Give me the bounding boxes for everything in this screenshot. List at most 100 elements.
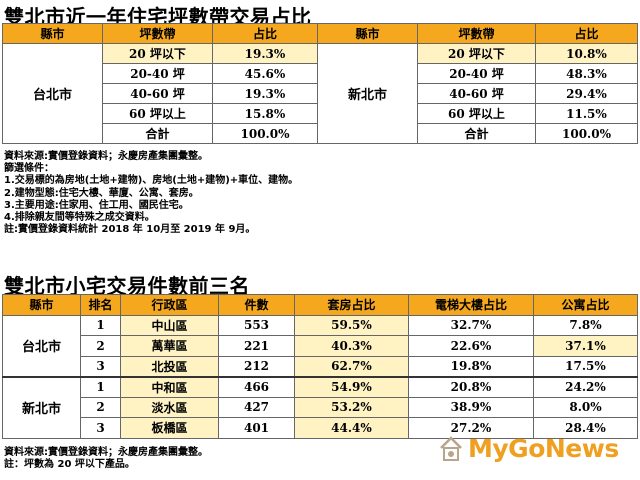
district-cell: 淡水區: [120, 396, 219, 418]
note-line: 註：坪數為 20 坪以下產品。: [4, 459, 135, 471]
apartment-share-cell: 7.8%: [533, 314, 638, 336]
header-suite-share: 套房占比: [294, 294, 409, 316]
header-elevator-share: 電梯大樓占比: [408, 294, 534, 316]
city-new-taipei: 新北市: [317, 43, 418, 144]
share-cell: 15.8%: [212, 103, 318, 124]
total-share: 100.0%: [212, 123, 318, 144]
table-row: 新北市 1 中和區 466 54.9% 20.8% 24.2%: [2, 375, 638, 439]
table-row: 2 萬華區 221 40.3% 22.6% 37.1%: [3, 335, 638, 357]
table-row: 60 坪以上 15.8% 60 坪以上 11.5%: [3, 103, 638, 124]
share-cell: 19.3%: [212, 83, 318, 104]
note-line: 2.建物型態:住宅大樓、華廈、公寓、套房。: [4, 187, 199, 199]
district-cell: 板橋區: [120, 417, 219, 439]
small-unit-ranking-table: 縣市 排名 行政區 件數 套房占比 電梯大樓占比 公寓占比 台北市 1 中山區 …: [2, 294, 638, 439]
suite-share-cell: 59.5%: [294, 314, 409, 336]
header-city: 縣市: [2, 294, 81, 316]
count-cell: 212: [218, 355, 295, 377]
share-cell: 29.4%: [535, 83, 638, 104]
apartment-share-cell: 17.5%: [533, 355, 638, 377]
band-cell: 40-60 坪: [102, 83, 213, 104]
table-row: 台北市 1 中山區 553 59.5% 32.7% 7.8%: [2, 314, 638, 377]
elevator-share-cell: 32.7%: [408, 314, 534, 336]
table-header-row: 縣市 排名 行政區 件數 套房占比 電梯大樓占比 公寓占比: [2, 294, 638, 316]
share-cell: 45.6%: [212, 63, 318, 84]
header-band: 坪數帶: [417, 23, 536, 44]
band-cell: 20-40 坪: [102, 63, 213, 84]
elevator-share-cell: 38.9%: [408, 396, 534, 418]
count-cell: 427: [218, 396, 295, 418]
table-header-row: 縣市 坪數帶 占比 縣市 坪數帶 占比: [2, 23, 638, 44]
table-row: 40-60 坪 19.3% 40-60 坪 29.4%: [3, 83, 638, 104]
rank-cell: 1: [80, 314, 121, 336]
share-cell: 48.3%: [535, 63, 638, 84]
apartment-share-cell: 28.4%: [533, 417, 638, 439]
suite-share-cell: 53.2%: [294, 396, 409, 418]
rank-cell: 2: [80, 335, 121, 357]
apartment-share-cell: 8.0%: [533, 396, 638, 418]
suite-share-cell: 44.4%: [294, 417, 409, 439]
note-line: 3.主要用途:住家用、住工用、國民住宅。: [4, 199, 189, 211]
header-count: 件數: [218, 294, 295, 316]
apartment-share-cell: 37.1%: [533, 335, 638, 357]
table-row: 3 板橋區 401 44.4% 27.2% 28.4%: [3, 417, 638, 439]
header-band: 坪數帶: [102, 23, 213, 44]
header-rank: 排名: [80, 294, 121, 316]
table-row: 20-40 坪 45.6% 20-40 坪 48.3%: [3, 63, 638, 84]
note-line: 註:實價登錄資料統計 2018 年 10月至 2019 年 9月。: [4, 224, 256, 236]
band-cell: 20-40 坪: [417, 63, 536, 84]
section2-notes: 資料來源:實價登錄資料；永慶房產集團彙整。 註：坪數為 20 坪以下產品。: [4, 447, 208, 471]
band-cell: 20 坪以下: [102, 43, 213, 64]
header-city: 縣市: [2, 23, 103, 44]
header-apartment-share: 公寓占比: [533, 294, 638, 316]
header-district: 行政區: [120, 294, 219, 316]
district-cell: 萬華區: [120, 335, 219, 357]
mygonews-watermark: MyGoNews: [438, 432, 638, 472]
total-label: 合計: [417, 123, 536, 144]
elevator-share-cell: 22.6%: [408, 335, 534, 357]
house-logo-icon: [440, 436, 462, 461]
header-share: 占比: [212, 23, 318, 44]
rank-cell: 1: [80, 375, 121, 398]
elevator-share-cell: 20.8%: [408, 375, 534, 398]
note-line: 4.排除親友間等特殊之成交資料。: [4, 212, 155, 224]
band-cell: 60 坪以上: [417, 103, 536, 124]
note-line: 篩選條件：: [4, 163, 54, 175]
count-cell: 466: [218, 375, 295, 398]
district-cell: 中山區: [120, 314, 219, 336]
elevator-share-cell: 27.2%: [408, 417, 534, 439]
district-cell: 北投區: [120, 355, 219, 377]
watermark-text: MyGoNews: [468, 434, 619, 463]
apartment-share-cell: 24.2%: [533, 375, 638, 398]
section2-title: 雙北市小宅交易件數前三名: [4, 274, 250, 298]
header-share: 占比: [535, 23, 638, 44]
table-row: 台北市 20 坪以下 19.3% 新北市 20 坪以下 10.8%: [2, 43, 638, 144]
total-label: 合計: [102, 123, 213, 144]
share-cell: 11.5%: [535, 103, 638, 124]
band-share-table: 縣市 坪數帶 占比 縣市 坪數帶 占比 台北市 20 坪以下 19.3% 新北市…: [2, 23, 638, 144]
count-cell: 221: [218, 335, 295, 357]
table-row: 3 北投區 212 62.7% 19.8% 17.5%: [3, 355, 638, 377]
district-cell: 中和區: [120, 375, 219, 398]
section1-notes: 資料來源:實價登錄資料；永慶房產集團彙整。 篩選條件： 1.交易標的為房地(土地…: [4, 151, 298, 236]
count-cell: 553: [218, 314, 295, 336]
header-city: 縣市: [317, 23, 418, 44]
suite-share-cell: 62.7%: [294, 355, 409, 377]
rank-cell: 2: [80, 396, 121, 418]
note-line: 資料來源:實價登錄資料；永慶房產集團彙整。: [4, 151, 208, 162]
suite-share-cell: 40.3%: [294, 335, 409, 357]
table-row-total: 合計 100.0% 合計 100.0%: [3, 123, 638, 144]
note-line: 1.交易標的為房地(土地+建物)、房地(土地+建物)+車位、建物。: [4, 175, 299, 187]
band-cell: 40-60 坪: [417, 83, 536, 104]
city-taipei: 台北市: [2, 314, 81, 377]
elevator-share-cell: 19.8%: [408, 355, 534, 377]
band-cell: 20 坪以下: [417, 43, 536, 64]
table-row: 2 淡水區 427 53.2% 38.9% 8.0%: [3, 396, 638, 418]
city-new-taipei: 新北市: [2, 375, 81, 439]
suite-share-cell: 54.9%: [294, 375, 409, 398]
total-share: 100.0%: [535, 123, 638, 144]
share-cell: 10.8%: [535, 43, 638, 64]
note-line: 資料來源:實價登錄資料；永慶房產集團彙整。: [4, 447, 208, 458]
band-cell: 60 坪以上: [102, 103, 213, 124]
rank-cell: 3: [80, 417, 121, 439]
rank-cell: 3: [80, 355, 121, 377]
